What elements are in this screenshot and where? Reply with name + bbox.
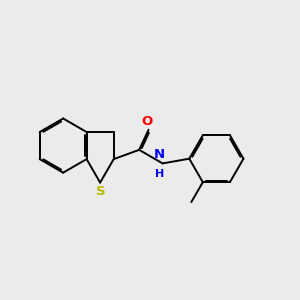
- Text: H: H: [155, 169, 164, 179]
- Text: S: S: [96, 185, 106, 198]
- Text: N: N: [154, 148, 165, 161]
- Text: O: O: [141, 115, 153, 128]
